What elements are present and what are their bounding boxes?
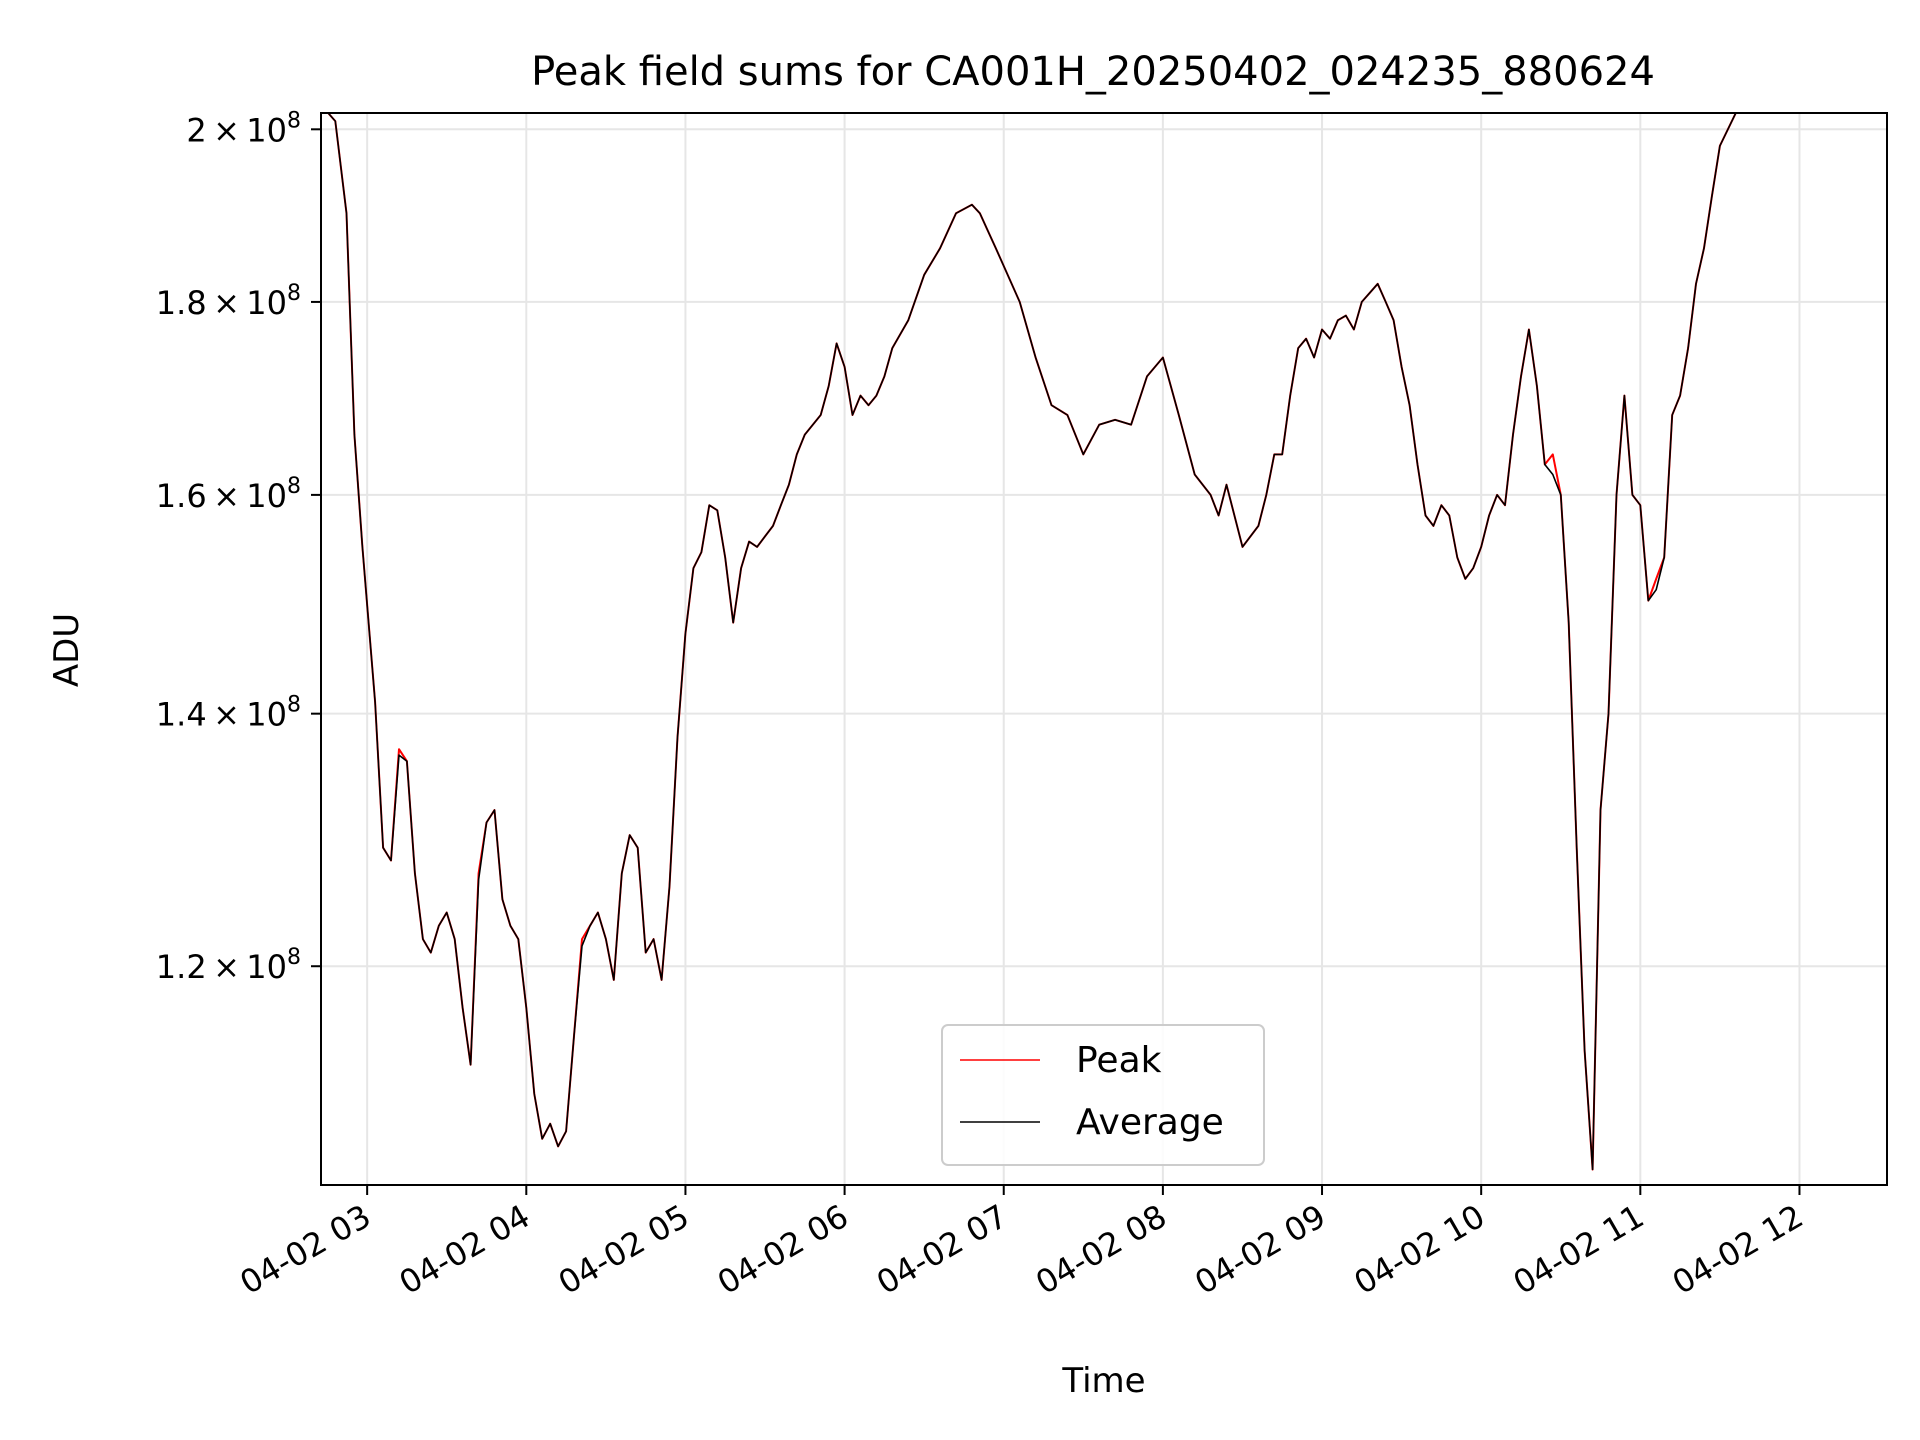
- legend-label-peak: Peak: [1076, 1040, 1162, 1081]
- y-tick-label: 1.6 × 108: [156, 474, 301, 515]
- chart-title: Peak field sums for CA001H_20250402_0242…: [531, 49, 1655, 95]
- y-axis-label: ADU: [47, 613, 87, 687]
- series-line-average: [327, 113, 1737, 1171]
- y-tick-label: 1.4 × 108: [156, 693, 301, 734]
- y-tick-label: 2 × 108: [186, 108, 301, 149]
- x-axis-label: Time: [1061, 1361, 1145, 1401]
- grid: [321, 113, 1887, 1185]
- y-tick-label: 1.2 × 108: [156, 945, 301, 986]
- series-layer: [326, 113, 1738, 1171]
- legend-label-average: Average: [1076, 1102, 1224, 1143]
- y-tick-label: 1.8 × 108: [156, 281, 301, 322]
- legend: Peak Average: [941, 1024, 1265, 1166]
- y-axis: 1.2 × 108 1.4 × 108 1.6 × 108 1.8 × 108 2 × …: [156, 108, 321, 986]
- plot-frame: [320, 112, 1888, 1186]
